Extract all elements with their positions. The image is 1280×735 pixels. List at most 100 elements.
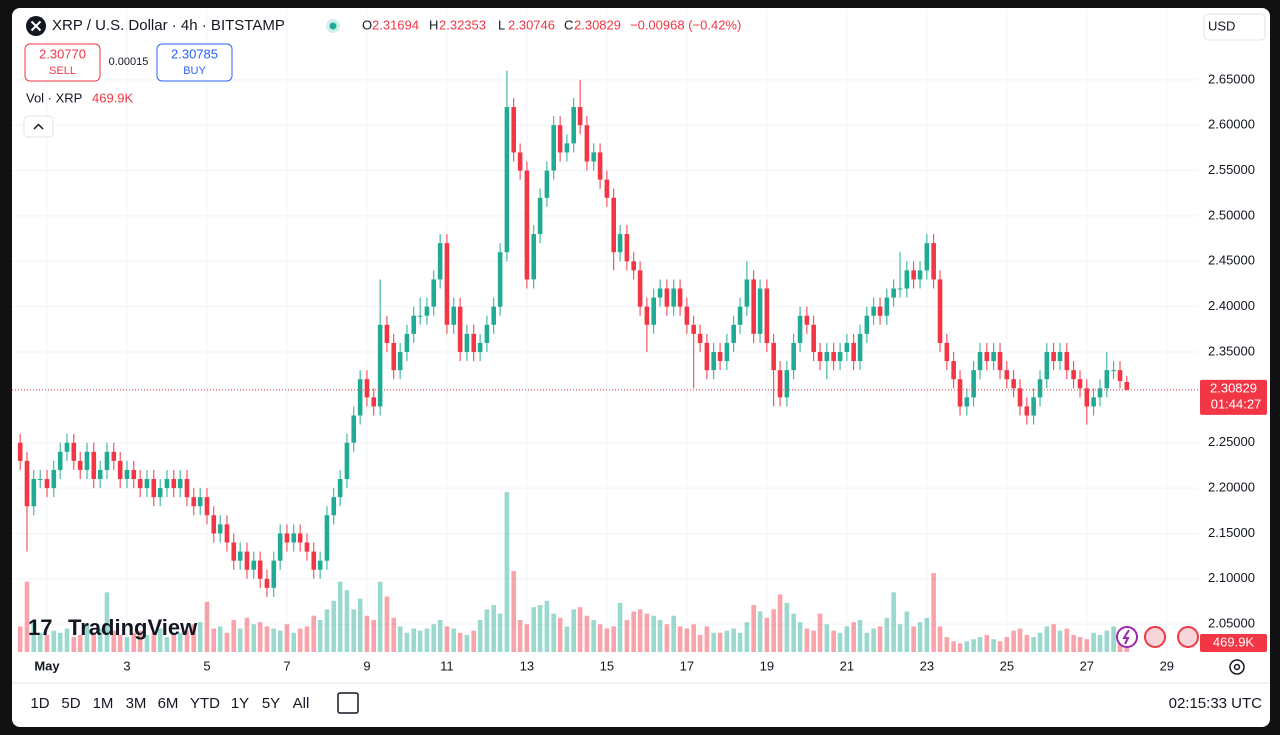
x-tick-label: 13 bbox=[520, 658, 534, 673]
volume-bar bbox=[1071, 634, 1076, 652]
volume-bar bbox=[777, 594, 783, 652]
volume-bar bbox=[937, 626, 943, 652]
range-button[interactable]: 5Y bbox=[262, 695, 280, 712]
date-range-icon[interactable] bbox=[337, 692, 359, 714]
candle-body bbox=[984, 352, 990, 362]
buy-label: BUY bbox=[183, 65, 206, 77]
candle-body bbox=[444, 243, 450, 325]
event-badge[interactable] bbox=[1144, 626, 1166, 648]
volume-bar bbox=[897, 624, 903, 652]
candle-body bbox=[384, 324, 390, 343]
buy-button[interactable] bbox=[156, 43, 233, 82]
volume-bar bbox=[771, 609, 776, 652]
logo: TradingView bbox=[68, 615, 198, 640]
volume-bar bbox=[504, 492, 510, 652]
candle-body bbox=[211, 515, 217, 534]
candle-body bbox=[284, 533, 290, 543]
candle-body bbox=[604, 179, 610, 198]
candle-body bbox=[157, 488, 163, 498]
status-dot bbox=[329, 22, 337, 30]
candle-body bbox=[631, 261, 636, 271]
candle-body bbox=[784, 370, 790, 398]
range-button[interactable]: YTD bbox=[190, 695, 220, 712]
volume-bar bbox=[111, 630, 117, 652]
candle-body bbox=[964, 397, 970, 407]
volume-bar bbox=[1057, 630, 1063, 652]
volume-tag bbox=[1200, 634, 1267, 652]
range-button[interactable]: All bbox=[293, 695, 310, 712]
volume-bar bbox=[411, 628, 417, 652]
ohlc-value: 2.30746 bbox=[508, 17, 555, 32]
sell-label: SELL bbox=[49, 65, 76, 77]
candle-body bbox=[944, 342, 950, 362]
currency-button[interactable] bbox=[1203, 13, 1266, 41]
volume-bar bbox=[637, 609, 643, 652]
candle-body bbox=[624, 234, 630, 262]
range-button[interactable]: 1Y bbox=[231, 695, 249, 712]
candle-body bbox=[364, 379, 370, 398]
volume-bar bbox=[84, 624, 90, 652]
ohlc-key: O bbox=[362, 17, 372, 32]
range-button[interactable]: 1D bbox=[30, 695, 49, 712]
candle-body bbox=[844, 342, 850, 353]
symbol-title[interactable]: XRP / U.S. Dollar · 4h · BITSTAMP bbox=[52, 17, 285, 34]
x-tick-label: 15 bbox=[600, 658, 614, 673]
range-button[interactable]: 3M bbox=[126, 695, 147, 712]
candle-body bbox=[131, 469, 137, 480]
range-button[interactable]: 1M bbox=[93, 695, 114, 712]
range-button[interactable]: 6M bbox=[158, 695, 179, 712]
candle-body bbox=[257, 560, 263, 579]
candle-body bbox=[437, 243, 443, 280]
candle-body bbox=[691, 324, 696, 334]
range-button[interactable]: 5D bbox=[61, 695, 80, 712]
candle-body bbox=[564, 143, 570, 153]
x-tick-label: 5 bbox=[203, 658, 210, 673]
volume-bar bbox=[631, 611, 636, 652]
volume-bar bbox=[424, 628, 430, 652]
volume-bar bbox=[137, 630, 143, 652]
candle-body bbox=[217, 524, 223, 534]
candle-body bbox=[551, 125, 557, 171]
candle-body bbox=[391, 342, 397, 371]
x-tick-label: 3 bbox=[123, 658, 130, 673]
volume-bar bbox=[891, 592, 896, 652]
volume-bar bbox=[1044, 626, 1050, 652]
volume-bar bbox=[604, 628, 610, 652]
volume-bar bbox=[1111, 626, 1116, 652]
volume-bar bbox=[831, 630, 836, 652]
volume-bar bbox=[597, 624, 603, 652]
candle-body bbox=[1037, 379, 1043, 398]
volume-bar bbox=[997, 641, 1003, 652]
settings-icon[interactable] bbox=[1229, 659, 1245, 675]
volume-bar bbox=[884, 617, 890, 652]
candle-body bbox=[777, 370, 783, 398]
volume-bar bbox=[37, 632, 43, 652]
ohlc-key: C bbox=[564, 17, 573, 32]
volume-bar bbox=[444, 626, 450, 652]
volume-bar bbox=[477, 620, 483, 652]
volume-bar bbox=[337, 581, 343, 652]
candle-body bbox=[957, 379, 963, 407]
candle-body bbox=[544, 170, 550, 198]
x-tick-label: May bbox=[34, 658, 60, 673]
candle-body bbox=[871, 306, 876, 316]
ohlc-key: L bbox=[498, 17, 505, 32]
collapse-button[interactable] bbox=[23, 115, 54, 138]
volume-bar bbox=[1011, 630, 1016, 652]
candle-body bbox=[717, 352, 723, 362]
candle-body bbox=[751, 279, 756, 334]
volume-bar bbox=[984, 634, 990, 652]
candle-body bbox=[191, 497, 197, 507]
candle-body bbox=[231, 542, 237, 561]
volume-bar bbox=[784, 602, 790, 652]
event-badge[interactable] bbox=[1177, 626, 1199, 648]
ohlc-value: 2.31694 bbox=[372, 17, 419, 32]
volume-bar bbox=[271, 628, 277, 652]
sell-button[interactable] bbox=[24, 43, 101, 82]
candle-body bbox=[484, 324, 490, 343]
candle-body bbox=[524, 170, 530, 280]
volume-bar bbox=[844, 626, 850, 652]
candle-body bbox=[264, 578, 270, 588]
volume-bar bbox=[857, 620, 863, 652]
